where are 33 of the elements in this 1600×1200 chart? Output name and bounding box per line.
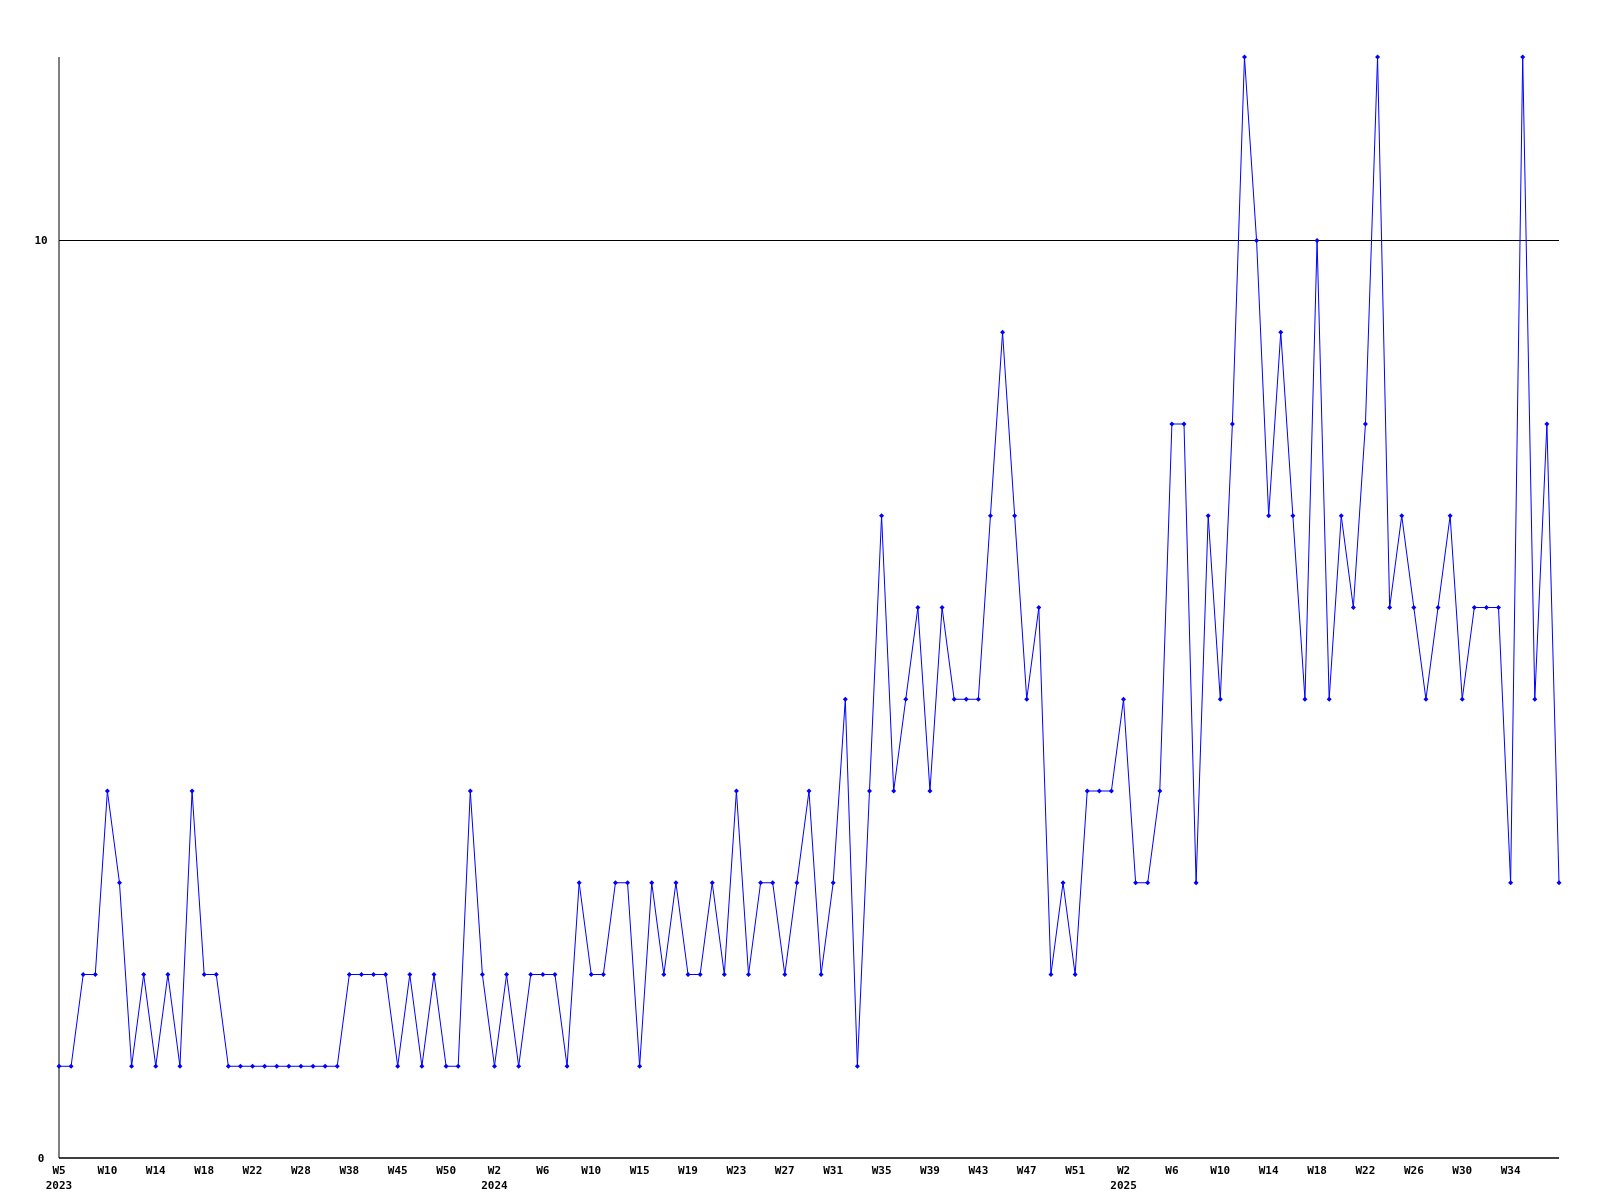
y-tick-label: 10 <box>34 234 48 248</box>
x-tick-label: W18 <box>1307 1164 1327 1177</box>
x-tick-label: W51 <box>1065 1164 1086 1177</box>
x-tick-label: W27 <box>774 1164 795 1177</box>
x-tick-label: W47 <box>1016 1164 1037 1177</box>
x-tick-label: W31 <box>823 1164 844 1177</box>
x-tick-label: W2 2024 <box>481 1164 509 1192</box>
x-tick-label: W50 <box>436 1164 457 1177</box>
x-tick-label: W30 <box>1452 1164 1473 1177</box>
x-tick-label: W22 <box>242 1164 263 1177</box>
x-tick-label: W10 <box>581 1164 602 1177</box>
x-tick-label: W6 <box>536 1164 550 1177</box>
x-tick-label: W2 2025 <box>1110 1164 1137 1192</box>
x-tick-label: W45 <box>387 1164 408 1177</box>
x-tick-label: W28 <box>291 1164 311 1177</box>
x-tick-label: W15 <box>629 1164 650 1177</box>
x-tick-label: W14 <box>145 1164 167 1177</box>
x-tick-label: W38 <box>339 1164 360 1177</box>
x-tick-label: W22 <box>1355 1164 1376 1177</box>
x-tick-label: W6 <box>1165 1164 1179 1177</box>
x-tick-label: W39 <box>920 1164 940 1177</box>
x-tick-label: W34 <box>1500 1164 1521 1177</box>
x-tick-label: W10 <box>97 1164 118 1177</box>
x-tick-label: W10 <box>1210 1164 1231 1177</box>
x-tick-label: W23 <box>726 1164 747 1177</box>
x-tick-label: W14 <box>1258 1164 1279 1177</box>
y-tick-label: 0 <box>37 1151 45 1165</box>
x-tick-label: W26 <box>1403 1164 1425 1177</box>
x-tick-label: W18 <box>194 1164 215 1177</box>
x-tick-label: W5 2023 <box>45 1164 73 1192</box>
x-tick-label: W43 <box>968 1164 989 1177</box>
x-tick-label: W35 <box>871 1164 892 1177</box>
x-tick-label: W19 <box>678 1164 698 1177</box>
